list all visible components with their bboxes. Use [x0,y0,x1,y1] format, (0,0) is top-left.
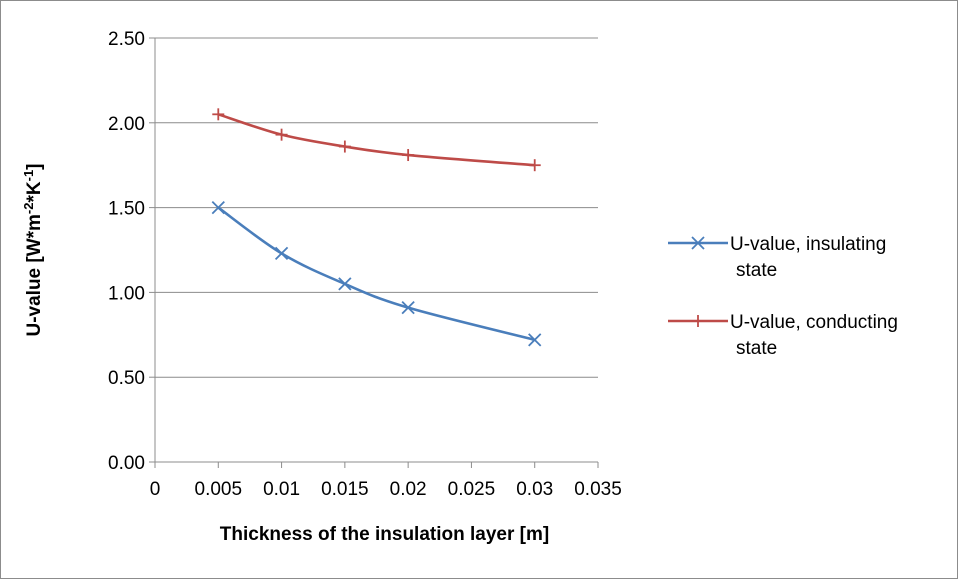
x-tick-label: 0.03 [516,479,553,500]
legend-label: U-value, insulating [730,234,886,255]
data-point [338,140,351,153]
x-tick-label: 0.005 [195,479,243,500]
axes [149,37,599,468]
y-axis-title-superscript: -2 [21,202,36,214]
x-axis-title: Thickness of the insulation layer [m] [220,524,549,545]
data-point [338,277,352,291]
series-layer [211,108,542,347]
legend-label: state [736,260,777,281]
data-point [528,333,542,347]
data-point [274,246,289,261]
y-axis-title-part: *K [24,181,45,202]
series-2 [212,108,541,172]
data-point [275,128,288,141]
y-tick-label: 1.00 [108,283,145,304]
y-axis-title: U-value [W*m-2*K-1] [21,163,46,336]
x-tick-label: 0.015 [321,479,369,500]
y-tick-label: 1.50 [108,199,145,220]
x-tick-label: 0.02 [390,479,427,500]
series-line [217,206,536,342]
y-tick-label: 2.00 [108,114,145,135]
legend-marker [691,236,705,250]
y-axis-title-superscript: -1 [21,170,36,182]
data-point [528,159,541,172]
legend-item-1: U-value, insulating state [668,234,886,281]
data-point [402,149,415,162]
y-tick-label: 0.50 [108,368,145,389]
data-point [211,200,225,215]
y-axis-title-part: ] [24,163,45,169]
data-point [212,108,225,121]
legend-label: state [736,338,777,359]
series-1 [211,200,542,347]
axis-labels: 0.00 0.50 1.00 1.50 2.00 2.50 0 0.005 0.01 0.015 0… [21,29,622,545]
y-tick-label: 0.00 [108,453,145,474]
legend-item-2: U-value, conducting state [668,312,898,359]
x-tick-label: 0.035 [574,479,622,500]
y-axis-title-part: U-value [W*m [24,214,45,336]
x-tick-label: 0 [150,479,161,500]
gridlines [155,37,598,378]
y-tick-label: 2.50 [108,29,145,50]
legend-label: U-value, conducting [730,312,898,333]
data-point [401,301,415,315]
x-tick-label: 0.025 [448,479,496,500]
legend-marker [692,315,704,327]
x-tick-label: 0.01 [263,479,300,500]
